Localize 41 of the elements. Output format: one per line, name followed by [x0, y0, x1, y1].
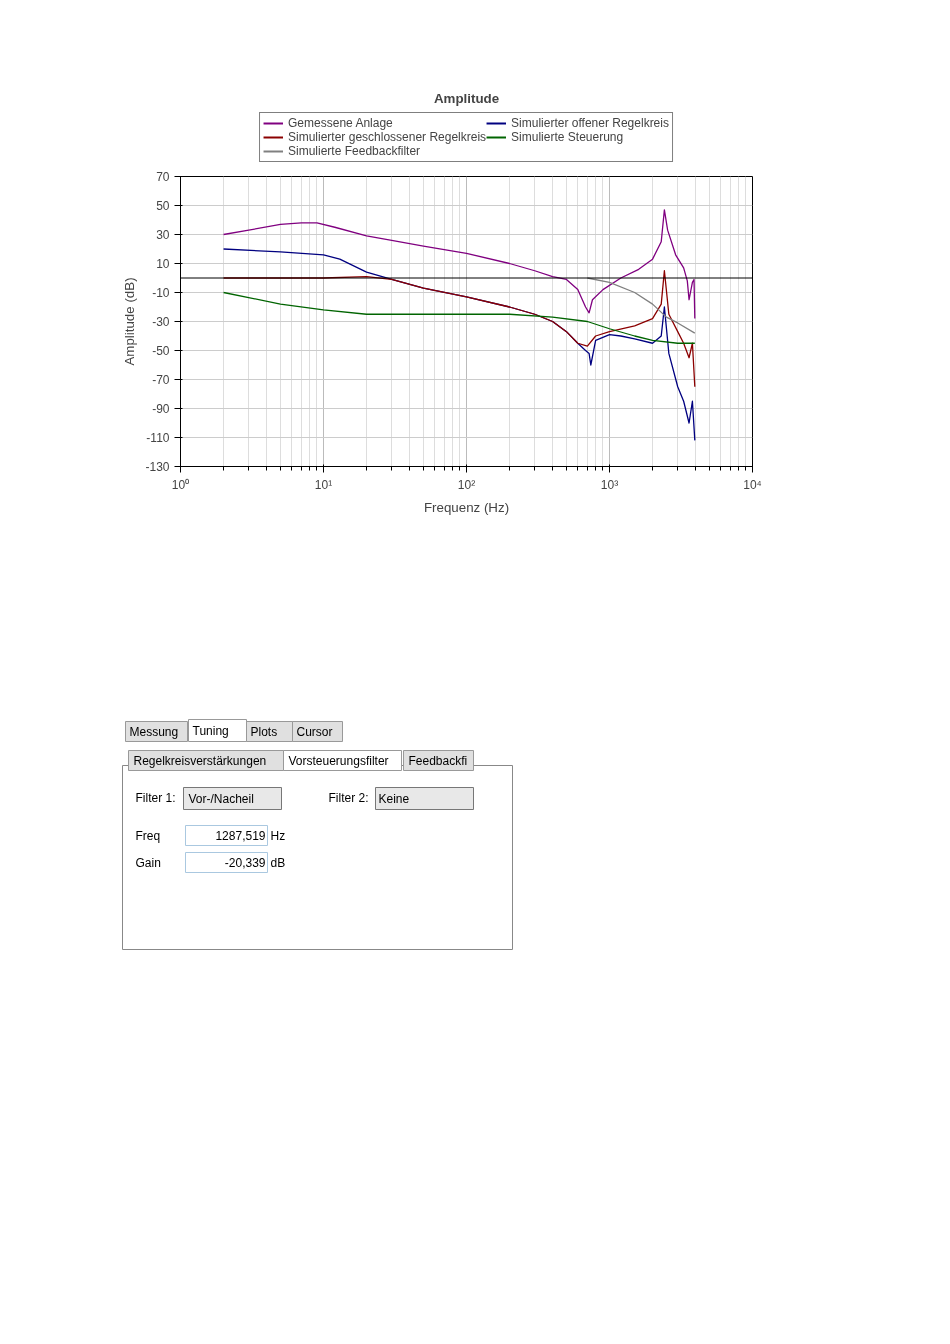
text: Hz	[270, 828, 286, 843]
x-tick-label: 10²	[457, 477, 476, 492]
text: Plots	[250, 724, 278, 739]
text: Gain	[135, 855, 161, 870]
x-tick-label: 10⁴	[743, 477, 762, 492]
y-axis-title: Amplitude (dB)	[122, 277, 138, 366]
y-tick-label: -30	[152, 315, 170, 329]
y-tick-label: -90	[152, 402, 170, 416]
legend-label: Simulierte Feedbackfilter	[288, 144, 421, 158]
text: Tuning	[192, 723, 229, 738]
y-tick-label: -50	[152, 344, 170, 358]
legend-label: Gemessene Anlage	[288, 116, 393, 130]
text: Vor-/Nacheil	[188, 791, 254, 806]
y-tick-label: 70	[156, 170, 170, 184]
y-tick-label: 30	[156, 228, 170, 242]
chart-title: Amplitude	[433, 90, 500, 106]
legend-label: Simulierter offener Regelkreis	[511, 116, 669, 130]
text: Cursor	[296, 724, 333, 739]
legend-label: Simulierter geschlossener Regelkreis	[288, 130, 487, 144]
text: dB	[270, 855, 286, 870]
y-tick-label: -70	[152, 373, 170, 387]
legend-label: Simulierte Steuerung	[511, 130, 624, 144]
x-axis-title: Frequenz (Hz)	[423, 499, 510, 515]
x-tick-label: 10³	[600, 477, 619, 492]
text: Messung	[129, 724, 179, 739]
y-tick-label: 10	[156, 257, 170, 271]
text: Filter 2:	[328, 790, 369, 805]
text: Feedbackfi	[408, 753, 468, 768]
text: Filter 1:	[135, 790, 176, 805]
text: 1287,519	[215, 829, 266, 843]
y-tick-label: -130	[145, 460, 170, 474]
text: Keine	[378, 791, 410, 806]
text: Freq	[135, 828, 161, 843]
y-tick-label: -10	[152, 286, 170, 300]
x-tick-label: 10¹	[314, 477, 333, 492]
y-tick-label: -110	[146, 431, 170, 445]
x-tick-label: 10⁰	[171, 477, 190, 492]
text: Vorsteuerungsfilter	[288, 753, 389, 768]
y-tick-label: 50	[156, 199, 170, 213]
text: -20,339	[224, 856, 266, 870]
text: Regelkreisverstärkungen	[133, 753, 267, 768]
